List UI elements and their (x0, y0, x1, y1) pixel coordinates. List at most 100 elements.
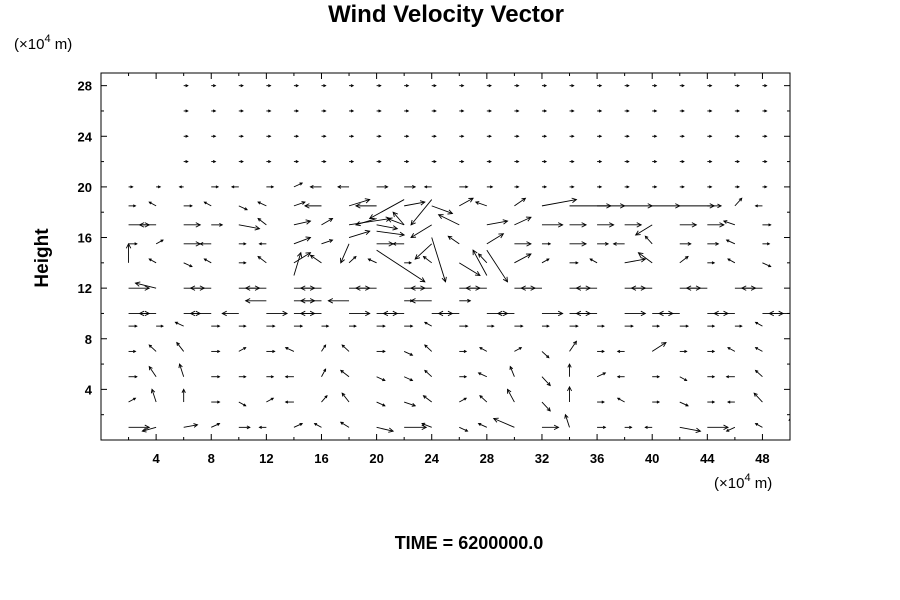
wind-vector (652, 84, 658, 88)
y-tick-label: 12 (78, 281, 92, 296)
wind-vector (788, 417, 790, 428)
wind-vector (183, 204, 193, 208)
wind-vector (178, 363, 185, 377)
wind-vector (238, 109, 244, 113)
wind-vector (790, 186, 794, 188)
wind-vector (339, 421, 350, 428)
wind-vector (321, 134, 327, 138)
wind-vector (238, 375, 247, 379)
x-tick-label: 48 (755, 451, 769, 466)
wind-vector (790, 325, 797, 327)
wind-vector (624, 160, 630, 164)
wind-vector (541, 424, 560, 430)
wind-vector (707, 241, 720, 246)
wind-vector (155, 239, 164, 245)
wind-vector (266, 324, 276, 328)
wind-vector (589, 258, 598, 264)
wind-vector (293, 84, 300, 88)
wind-vector (612, 241, 625, 246)
wind-vector (376, 401, 386, 407)
x-tick-label: 40 (645, 451, 659, 466)
wind-vector (734, 197, 743, 207)
wind-vector (762, 223, 772, 227)
wind-vector (266, 349, 276, 353)
wind-vector (128, 204, 137, 208)
wind-vector (541, 310, 564, 317)
wind-vector (266, 160, 272, 164)
wind-vector (679, 376, 688, 381)
x-tick-label: 20 (369, 451, 383, 466)
wind-vector (459, 298, 472, 303)
wind-vector (128, 375, 138, 379)
wind-vector (138, 310, 157, 317)
wind-vector (597, 84, 603, 88)
wind-vector (465, 285, 487, 291)
wind-vector (514, 197, 527, 207)
wind-vector (368, 199, 405, 220)
wind-vector (541, 242, 552, 246)
wind-vector (597, 203, 626, 209)
wind-vector (459, 397, 468, 403)
wind-vector (293, 182, 304, 188)
wind-vector (376, 160, 382, 164)
wind-vector (679, 349, 688, 353)
wind-vector (266, 84, 272, 88)
wind-vector (321, 239, 334, 245)
wind-vector (624, 134, 630, 138)
wind-vector (404, 324, 414, 328)
wind-vector (486, 160, 492, 164)
wind-vector (403, 351, 414, 356)
wind-vector (348, 255, 357, 264)
wind-vector (569, 160, 575, 164)
wind-vector (293, 236, 312, 245)
wind-vector (189, 285, 212, 291)
wind-vector (575, 285, 598, 291)
wind-vector (477, 372, 488, 378)
wind-vector (299, 285, 322, 291)
wind-vector (734, 84, 741, 88)
wind-vector (754, 369, 763, 378)
y-tick-label: 16 (78, 231, 92, 246)
wind-vector (567, 385, 572, 403)
wind-vector (762, 262, 772, 268)
wind-vector (651, 342, 667, 352)
wind-vector (541, 258, 550, 264)
wind-vector (321, 344, 327, 352)
wind-vector (541, 324, 550, 328)
wind-vector (437, 310, 460, 317)
wind-vector (725, 375, 735, 379)
wind-vector (257, 217, 267, 226)
wind-vector (148, 344, 157, 352)
wind-vector (183, 134, 189, 138)
wind-vector (514, 134, 520, 138)
wind-vector (238, 401, 247, 407)
wind-vector (404, 184, 417, 189)
wind-vector (431, 134, 437, 138)
wind-vector (424, 369, 433, 378)
wind-vector (349, 84, 355, 88)
wind-vector (199, 241, 212, 246)
wind-vector (299, 298, 322, 304)
wind-vector (293, 324, 304, 328)
wind-vector (211, 400, 221, 404)
wind-vector (679, 426, 702, 434)
wind-vector (337, 184, 350, 189)
wind-vector (707, 424, 729, 431)
wind-vector (293, 252, 312, 264)
wind-vector (128, 349, 137, 353)
wind-vector (713, 310, 735, 317)
wind-vector (327, 298, 350, 304)
wind-vector (514, 160, 520, 164)
y-tick-label: 20 (78, 180, 92, 195)
wind-vector (354, 285, 377, 291)
wind-vector (727, 258, 736, 264)
wind-vector (404, 401, 417, 407)
wind-vector (514, 216, 532, 226)
wind-vector (569, 84, 575, 88)
wind-vector (679, 241, 692, 246)
wind-vector (569, 241, 588, 247)
wind-vector (447, 235, 460, 245)
wind-vector (410, 285, 432, 291)
wind-vector (404, 84, 410, 88)
